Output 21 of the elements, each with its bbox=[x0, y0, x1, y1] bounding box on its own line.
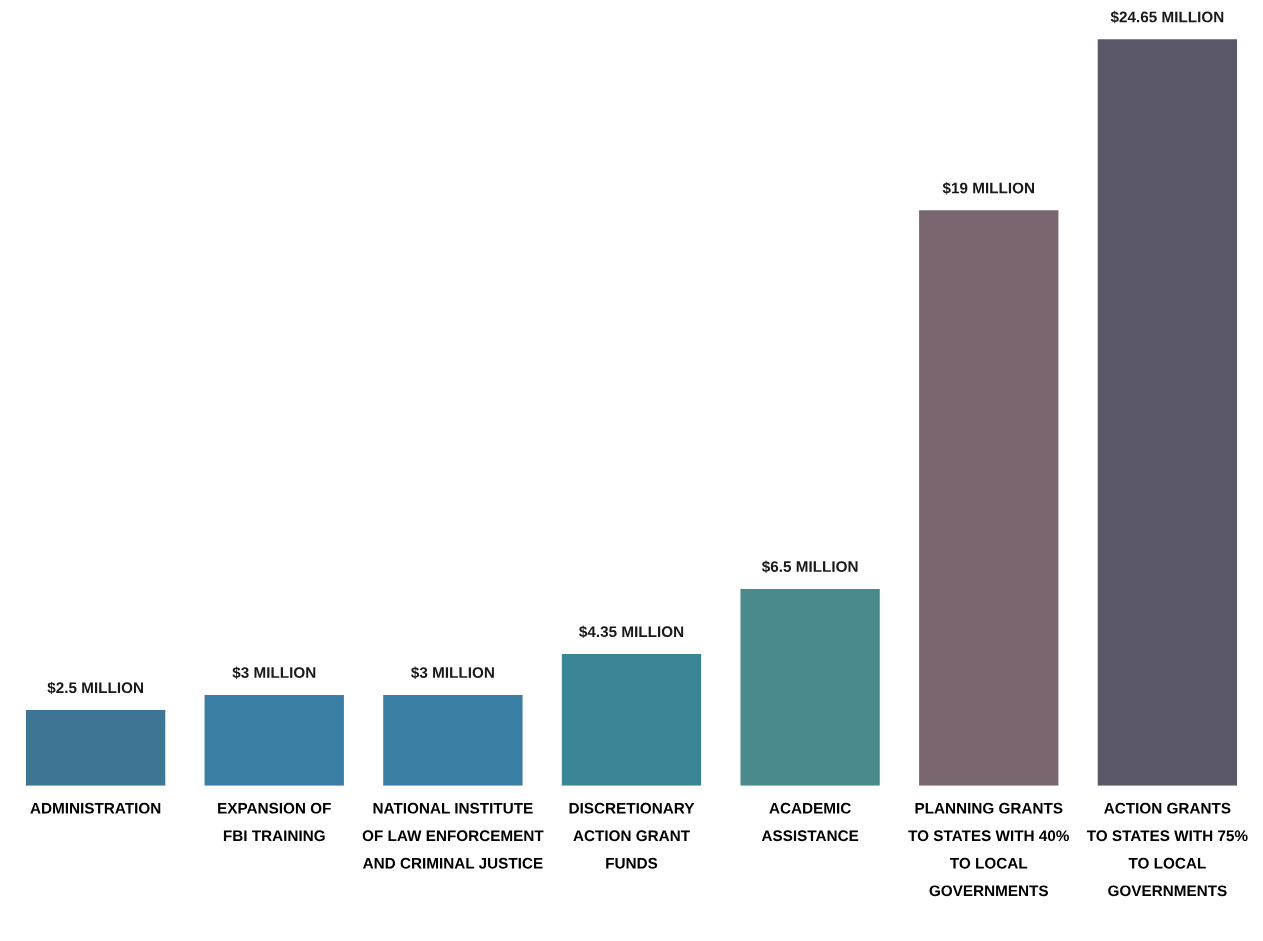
data-label: $3 MILLION bbox=[411, 666, 494, 679]
x-tick-label: ACADEMIC ASSISTANCE bbox=[761, 802, 859, 842]
x-tick-label: PLANNING GRANTS TO STATES WITH 40% TO LOCAL GOVERNMENTS bbox=[908, 802, 1069, 897]
data-label: $6.5 MILLION bbox=[761, 560, 858, 573]
x-tick-label: NATIONAL INSTITUTE OF LAW ENFORCEMENT AND CRIMINAL JUSTICE bbox=[362, 802, 544, 869]
bar bbox=[561, 654, 702, 786]
x-tick-label: EXPANSION OF FBI TRAINING bbox=[218, 802, 331, 842]
bar bbox=[740, 588, 880, 786]
data-label: $24.65 MILLION bbox=[1110, 10, 1224, 24]
bar bbox=[383, 694, 523, 786]
data-label: $4.35 MILLION bbox=[579, 625, 684, 639]
data-label: $3 MILLION bbox=[232, 666, 316, 679]
bar bbox=[919, 210, 1059, 786]
bar bbox=[204, 694, 344, 786]
data-label: $2.5 MILLION bbox=[47, 681, 143, 695]
x-tick-label: ACTION GRANTS TO STATES WITH 75% TO LOCAL GOVERNMENTS bbox=[1086, 802, 1248, 897]
bar bbox=[1097, 39, 1238, 786]
bar bbox=[25, 710, 166, 786]
x-tick-label: ADMINISTRATION bbox=[30, 802, 161, 814]
data-label: $19 MILLION bbox=[942, 181, 1034, 195]
x-tick-label: DISCRETIONARY ACTION GRANT FUNDS bbox=[569, 802, 695, 869]
